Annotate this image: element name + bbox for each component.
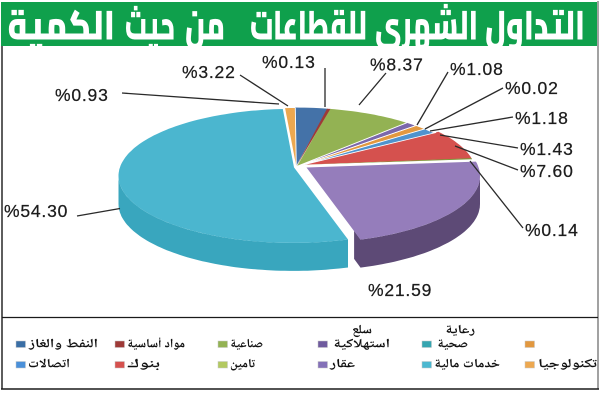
svg-text:%1.08: %1.08 bbox=[450, 59, 504, 79]
svg-text:%3.22: %3.22 bbox=[182, 62, 236, 82]
svg-text:%7.60: %7.60 bbox=[520, 161, 574, 181]
svg-text:%21.59: %21.59 bbox=[368, 280, 432, 300]
svg-text:%0.14: %0.14 bbox=[525, 220, 579, 240]
svg-text:%54.30: %54.30 bbox=[4, 201, 68, 221]
svg-text:%1.43: %1.43 bbox=[520, 139, 574, 159]
svg-text:%1.18: %1.18 bbox=[515, 108, 569, 128]
svg-text:%0.13: %0.13 bbox=[262, 52, 316, 72]
svg-text:%8.37: %8.37 bbox=[370, 55, 424, 75]
svg-text:%0.93: %0.93 bbox=[55, 85, 109, 105]
svg-text:%0.02: %0.02 bbox=[505, 78, 559, 98]
